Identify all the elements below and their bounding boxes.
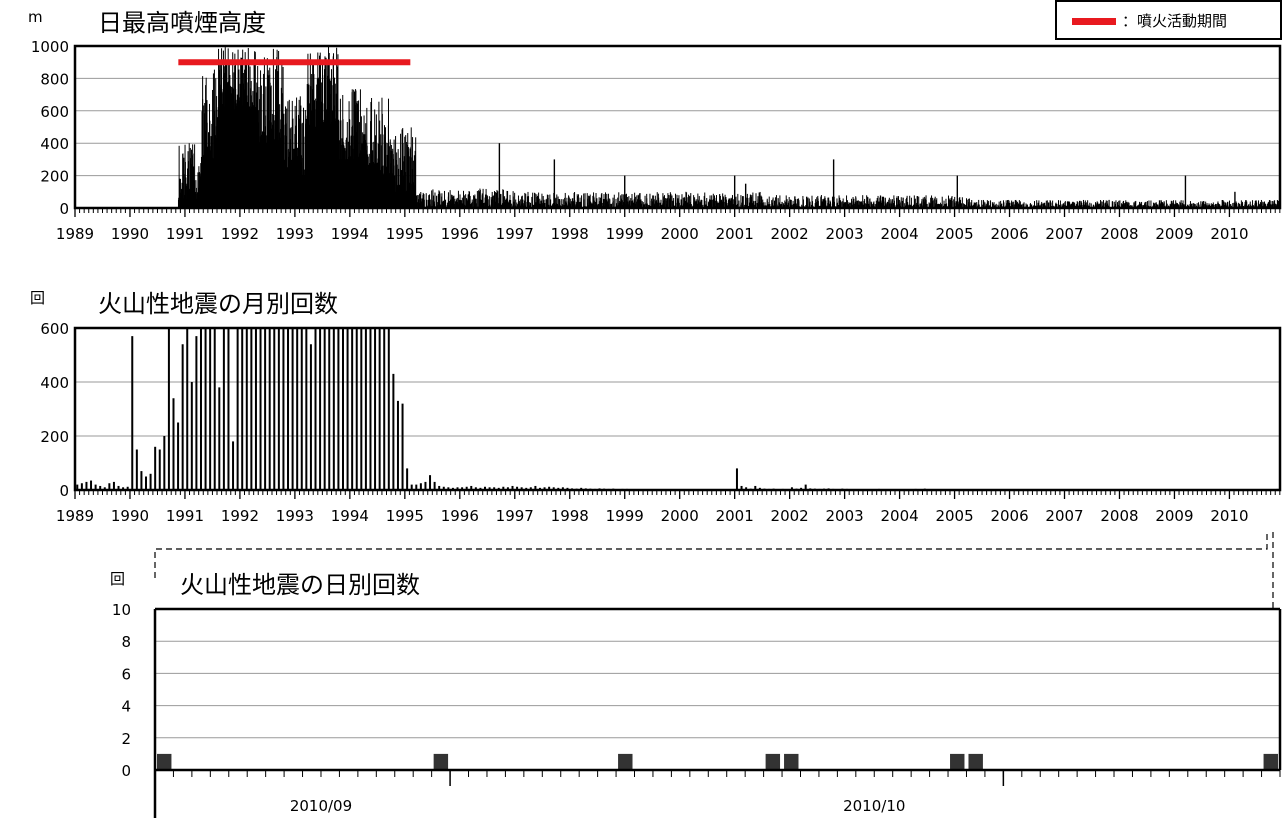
- plot-frame: [73, 44, 1282, 210]
- x-tick-label: 2002: [771, 507, 809, 525]
- y-tick-label: 8: [121, 633, 131, 651]
- x-tick-label: 1997: [496, 507, 534, 525]
- zoom-connector: [154, 532, 1274, 608]
- x-tick-label: 2000: [661, 507, 699, 525]
- monthly-axes: 0 200 400 600 1989 1990 1991 1992 1993 1994 1995 19…: [40, 320, 1282, 525]
- x-tick-label: 1996: [441, 225, 479, 243]
- x-tick-label: 1994: [331, 225, 369, 243]
- monthly-quake-chart: 回 火山性地震の月別回数 0 200 400 600 1989 1990 1991 1992 1…: [30, 289, 1282, 525]
- daily-axes: 0 2 4 6 8 10 2010/09 2010/10: [112, 601, 1282, 818]
- x-tick-label: 2010/10: [843, 797, 905, 815]
- daily-bar: [433, 753, 449, 770]
- daily-bars: [157, 753, 1278, 770]
- x-tick-label: 2004: [880, 507, 918, 525]
- x-tick-label: 1989: [56, 507, 94, 525]
- x-tick-label: 2009: [1155, 225, 1193, 243]
- x-tick-label: 1995: [386, 507, 424, 525]
- x-tick-label: 2007: [1045, 507, 1083, 525]
- x-tick-label: 2010: [1210, 507, 1248, 525]
- x-tick-label: 1996: [441, 507, 479, 525]
- y-tick-label: 400: [40, 135, 69, 153]
- monthly-bars: [76, 328, 1279, 490]
- x-tick-label: 2006: [990, 507, 1028, 525]
- x-tick-label: 2003: [826, 225, 864, 243]
- y-tick-label: 200: [40, 428, 69, 446]
- x-tick-label: 1992: [221, 225, 259, 243]
- y-tick-label: 10: [112, 601, 131, 619]
- x-tick-label: 1989: [56, 225, 94, 243]
- y-tick-label: 200: [40, 168, 69, 186]
- y-tick-label: 800: [40, 70, 69, 88]
- daily-quake-chart: 回 火山性地震の日別回数 0 2 4 6 8 10 2010/09 2010/10: [110, 570, 1282, 818]
- plume-axes: 0 200 400 600 800 1000 1989 1990 1991 1992 1993 199…: [31, 38, 1282, 243]
- x-tick-label: 2005: [935, 507, 973, 525]
- plume-legend: ：噴火活動期間: [1055, 0, 1282, 40]
- monthly-grid: [75, 328, 1280, 490]
- y-tick-label: 2: [121, 730, 131, 748]
- daily-bar: [784, 753, 799, 770]
- y-tick-label: 0: [59, 200, 69, 218]
- y-tick-label: 0: [121, 762, 131, 780]
- x-tick-label: 2005: [935, 225, 973, 243]
- x-tick-label: 2010: [1210, 225, 1248, 243]
- x-tick-label: 1998: [551, 507, 589, 525]
- daily-grid: [155, 609, 1280, 770]
- x-tick-label: 1995: [386, 225, 424, 243]
- x-tick-label: 2002: [771, 225, 809, 243]
- x-tick-label: 1997: [496, 225, 534, 243]
- daily-bar: [618, 753, 633, 770]
- x-tick-label: 2007: [1045, 225, 1083, 243]
- plume-height-chart: m 日最高噴煙高度 ：噴火活動期間 0 200 400 600 800 1000 1989 1…: [28, 0, 1282, 243]
- x-tick-label: 2000: [661, 225, 699, 243]
- y-tick-label: 600: [40, 320, 69, 338]
- x-tick-label: 1993: [276, 225, 314, 243]
- x-tick-label: 2008: [1100, 225, 1138, 243]
- x-tick-label: 1991: [166, 225, 204, 243]
- daily-bar: [950, 753, 965, 770]
- y-tick-label: 600: [40, 103, 69, 121]
- x-tick-label: 2004: [880, 225, 918, 243]
- y-tick-label: 4: [121, 698, 131, 716]
- x-tick-label: 1998: [551, 225, 589, 243]
- x-tick-label: 1999: [606, 507, 644, 525]
- x-tick-label: 2003: [826, 507, 864, 525]
- x-tick-label: 1994: [331, 507, 369, 525]
- y-tick-label: 400: [40, 374, 69, 392]
- x-tick-label: 1991: [166, 507, 204, 525]
- legend-eruption-label: ：噴火活動期間: [1122, 12, 1227, 30]
- daily-y-unit: 回: [110, 570, 125, 588]
- plot-area: [155, 609, 1280, 770]
- x-tick-label: 2001: [716, 225, 754, 243]
- monthly-chart-title: 火山性地震の月別回数: [98, 290, 338, 318]
- legend-eruption-swatch: [1072, 18, 1116, 25]
- x-tick-label: 2001: [716, 507, 754, 525]
- x-tick-label: 1999: [606, 225, 644, 243]
- y-tick-label: 0: [59, 482, 69, 500]
- y-tick-label: 1000: [31, 38, 69, 56]
- daily-bar: [157, 753, 172, 770]
- x-tick-label: 1990: [111, 507, 149, 525]
- daily-bar: [765, 753, 781, 770]
- x-tick-label: 1992: [221, 507, 259, 525]
- y-tick-label: 6: [121, 665, 131, 683]
- daily-chart-title: 火山性地震の日別回数: [180, 571, 420, 599]
- x-tick-label: 2010/09: [290, 797, 352, 815]
- plume-y-unit: m: [28, 8, 43, 26]
- plume-chart-title: 日最高噴煙高度: [98, 9, 266, 37]
- x-tick-label: 2006: [990, 225, 1028, 243]
- x-tick-label: 2008: [1100, 507, 1138, 525]
- plot-area: [75, 328, 1280, 490]
- x-tick-label: 2009: [1155, 507, 1193, 525]
- daily-bar: [968, 753, 983, 770]
- daily-bar: [1263, 753, 1278, 770]
- x-tick-label: 1993: [276, 507, 314, 525]
- plot-frame: [73, 326, 1282, 492]
- x-tick-label: 1990: [111, 225, 149, 243]
- monthly-y-unit: 回: [30, 289, 45, 307]
